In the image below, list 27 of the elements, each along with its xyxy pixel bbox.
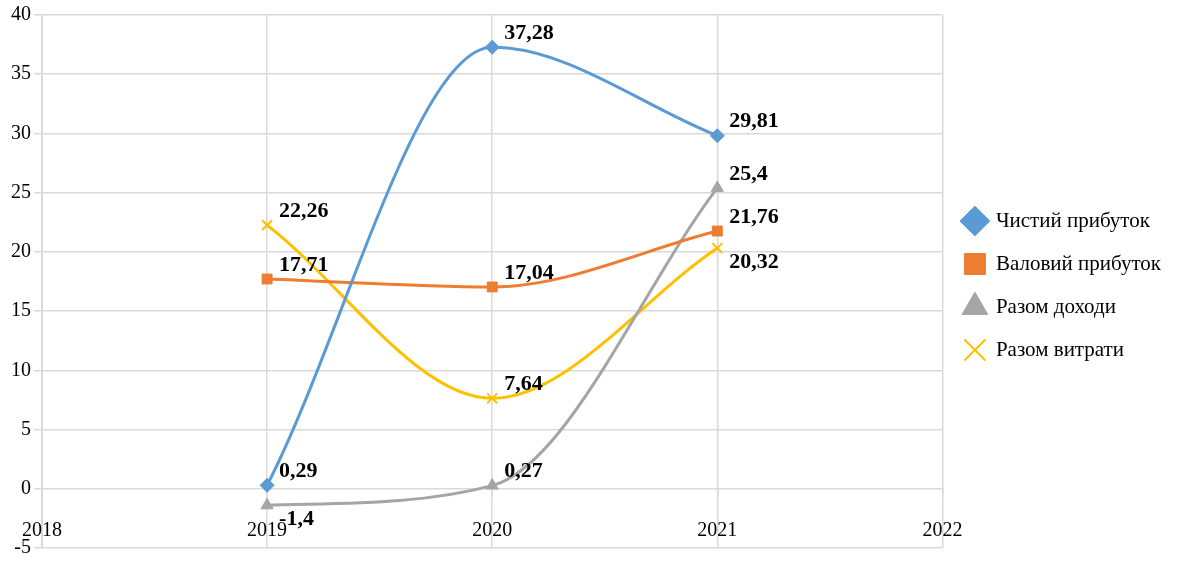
y-tick-label: -5	[14, 535, 31, 558]
legend-label: Чистий прибуток	[995, 207, 1151, 232]
y-tick-label: 20	[11, 239, 31, 262]
y-tick-label: 15	[11, 298, 31, 321]
data-label: 20,32	[729, 247, 779, 273]
legend-label: Валовий прибуток	[995, 250, 1162, 275]
data-label: 17,04	[504, 258, 554, 284]
data-label: 22,26	[279, 196, 329, 222]
data-label: 7,64	[504, 369, 543, 395]
x-tick-label: 2022	[922, 518, 963, 541]
y-tick-label: 30	[11, 120, 31, 143]
data-label: 21,76	[729, 202, 779, 228]
y-tick-label: 40	[11, 2, 31, 25]
data-label: 29,81	[729, 107, 779, 133]
data-label: 25,4	[729, 159, 768, 185]
data-label: 0,29	[279, 457, 318, 483]
y-tick-label: 0	[21, 476, 31, 499]
y-tick-label: 25	[11, 179, 31, 202]
y-tick-label: 10	[11, 357, 31, 380]
legend-label: Разом витрати	[995, 336, 1124, 361]
data-label: 37,28	[504, 18, 554, 44]
x-tick-label: 2021	[697, 518, 738, 541]
data-label: 0,27	[504, 457, 543, 483]
x-tick-label: 2020	[472, 518, 513, 541]
y-tick-label: 35	[11, 61, 31, 84]
y-tick-label: 5	[21, 416, 31, 439]
legend-label: Разом доходи	[995, 293, 1116, 318]
